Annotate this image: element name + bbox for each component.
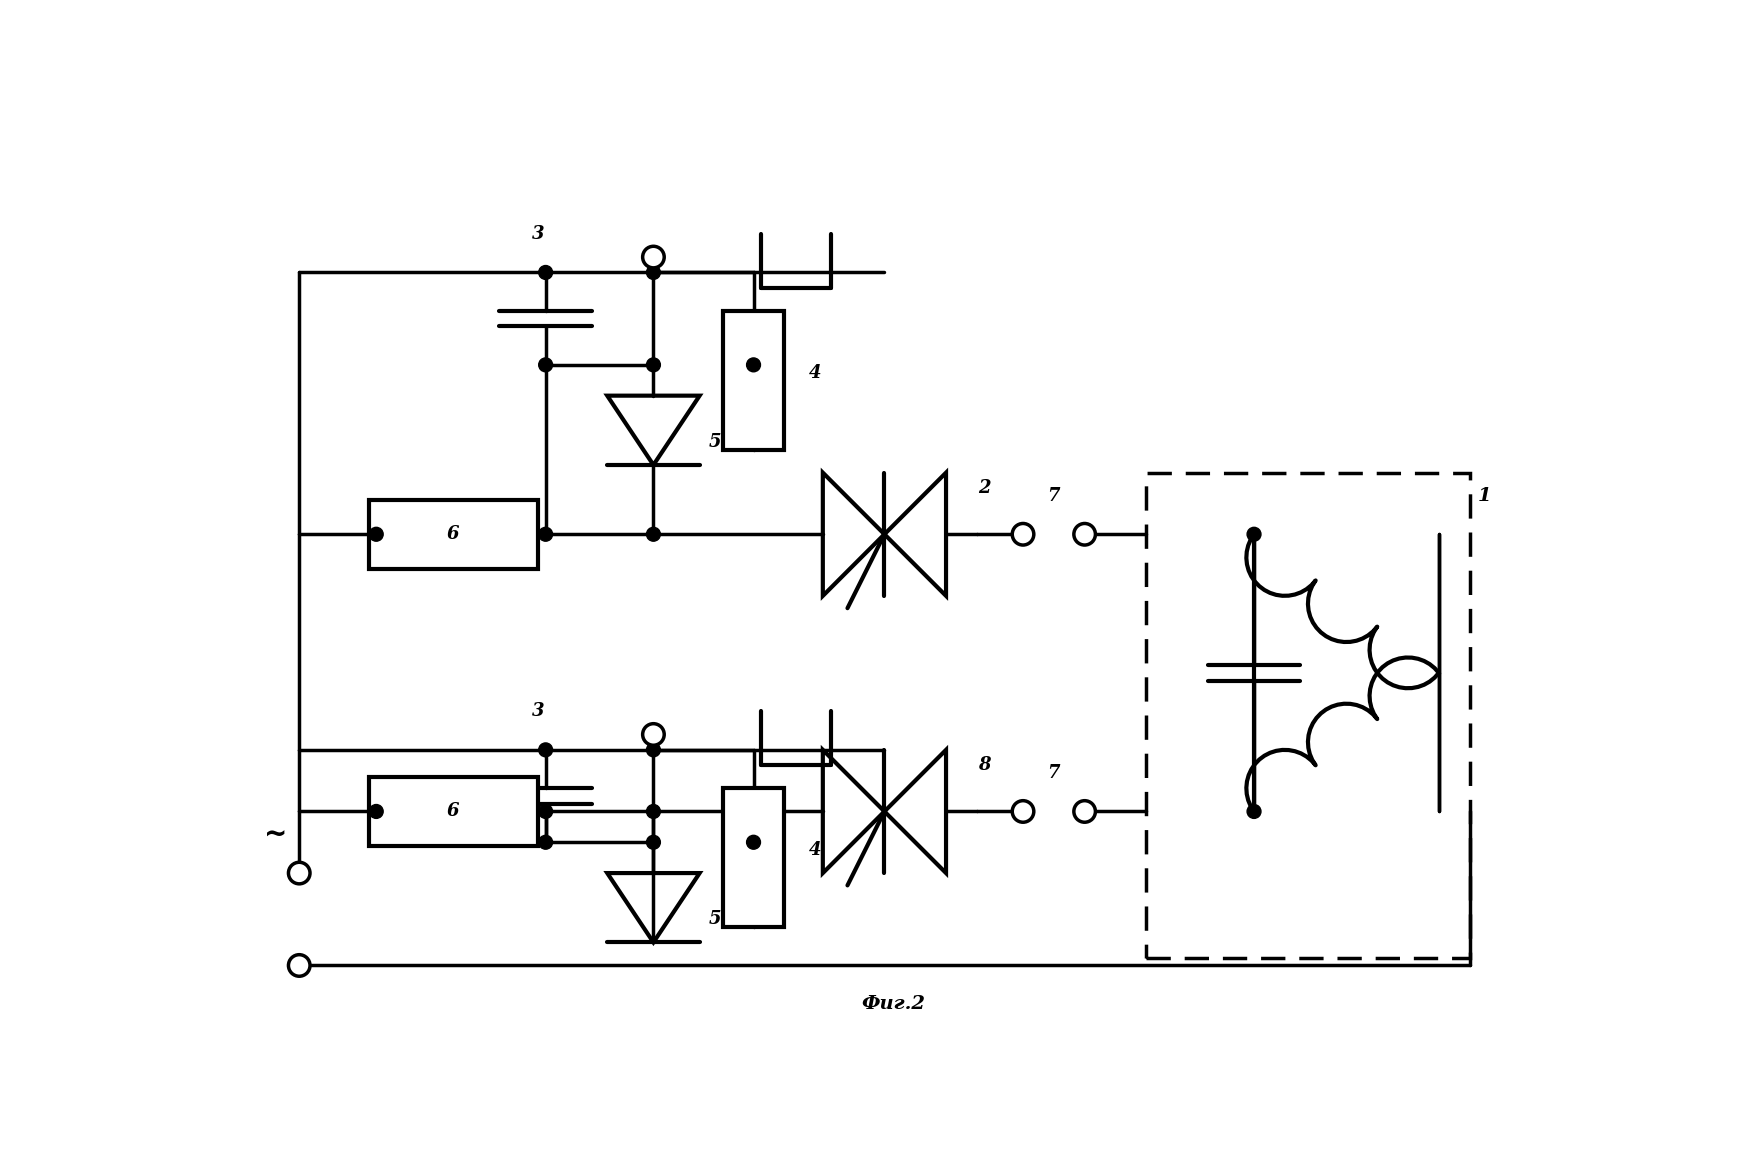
Circle shape bbox=[539, 743, 553, 757]
Circle shape bbox=[647, 804, 661, 818]
Circle shape bbox=[539, 804, 553, 818]
Circle shape bbox=[539, 835, 553, 849]
Text: 8: 8 bbox=[978, 756, 990, 774]
Text: 1: 1 bbox=[1478, 487, 1492, 504]
Text: 4: 4 bbox=[809, 841, 821, 859]
Circle shape bbox=[370, 527, 383, 541]
Circle shape bbox=[1074, 801, 1095, 823]
Circle shape bbox=[746, 835, 760, 849]
Text: 5: 5 bbox=[709, 911, 722, 928]
Circle shape bbox=[647, 835, 661, 849]
Bar bbox=[723, 310, 784, 450]
Bar bbox=[368, 500, 539, 569]
Text: Фиг.2: Фиг.2 bbox=[861, 995, 926, 1013]
Text: 4: 4 bbox=[809, 364, 821, 382]
Circle shape bbox=[370, 804, 383, 818]
Circle shape bbox=[746, 358, 760, 372]
Text: 3: 3 bbox=[532, 703, 544, 720]
Text: 7: 7 bbox=[1048, 487, 1060, 504]
Circle shape bbox=[1013, 801, 1034, 823]
Circle shape bbox=[647, 743, 661, 757]
Bar bbox=[723, 788, 784, 927]
Text: 6: 6 bbox=[446, 525, 460, 544]
Text: ~: ~ bbox=[265, 820, 288, 848]
Text: 5: 5 bbox=[709, 433, 722, 451]
Text: 2: 2 bbox=[978, 479, 990, 497]
Circle shape bbox=[539, 358, 553, 372]
Circle shape bbox=[539, 265, 553, 279]
Circle shape bbox=[1246, 527, 1260, 541]
Circle shape bbox=[539, 527, 553, 541]
Circle shape bbox=[1013, 524, 1034, 545]
Bar bbox=[1147, 473, 1469, 958]
Circle shape bbox=[288, 862, 310, 884]
Circle shape bbox=[647, 265, 661, 279]
Circle shape bbox=[647, 358, 661, 372]
Bar bbox=[368, 777, 539, 846]
Text: 3: 3 bbox=[532, 225, 544, 243]
Text: 6: 6 bbox=[446, 802, 460, 820]
Circle shape bbox=[643, 724, 664, 745]
Circle shape bbox=[643, 246, 664, 268]
Circle shape bbox=[647, 527, 661, 541]
Text: 7: 7 bbox=[1048, 764, 1060, 782]
Circle shape bbox=[288, 954, 310, 976]
Circle shape bbox=[1246, 804, 1260, 818]
Circle shape bbox=[1074, 524, 1095, 545]
